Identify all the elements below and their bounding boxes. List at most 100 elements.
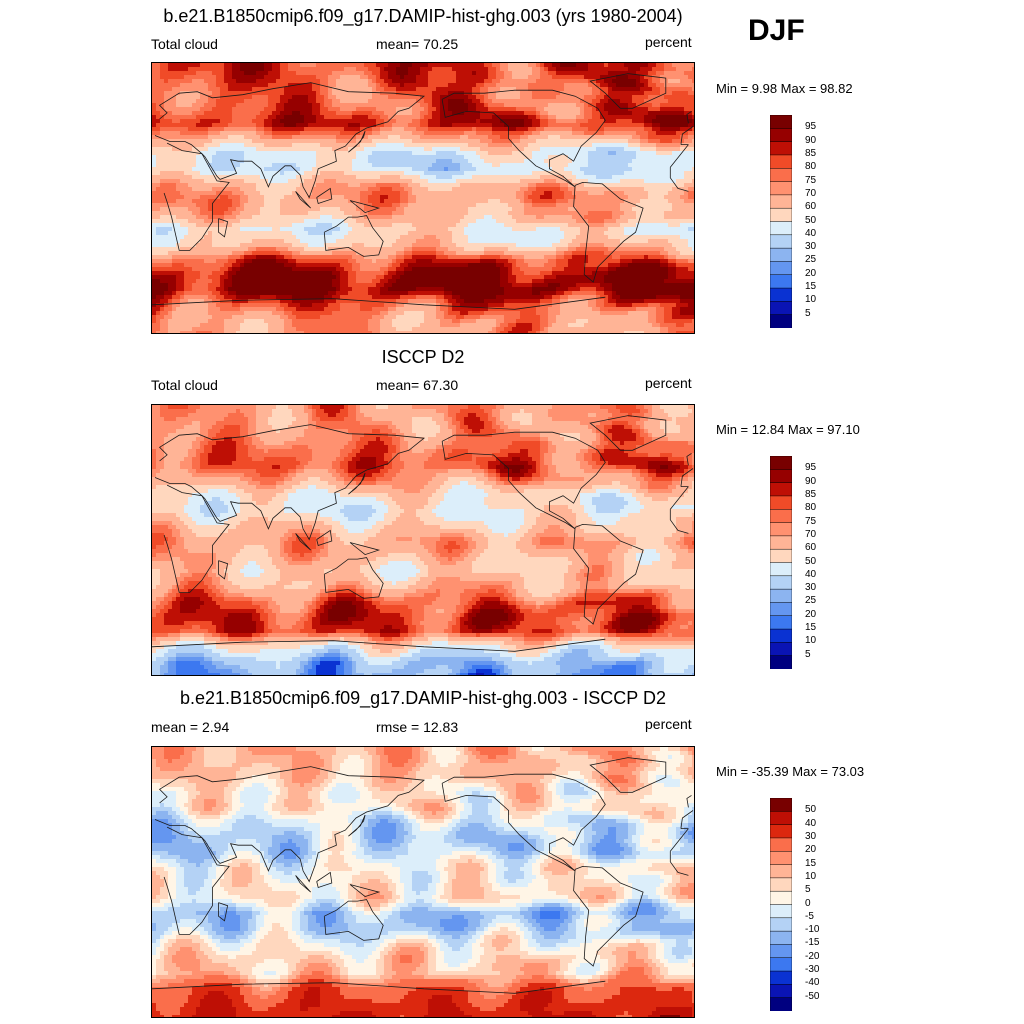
field-cell <box>388 163 393 168</box>
field-cell <box>492 187 497 192</box>
field-cell <box>316 163 321 168</box>
field-cell <box>260 79 265 84</box>
field-cell <box>508 67 513 72</box>
field-cell <box>368 207 373 212</box>
field-cell <box>504 119 509 124</box>
field-cell <box>172 175 177 180</box>
field-cell <box>576 115 581 120</box>
field-cell <box>652 75 657 80</box>
field-cell <box>224 123 229 128</box>
field-cell <box>544 79 549 84</box>
field-cell <box>488 159 493 164</box>
field-cell <box>428 159 433 164</box>
field-cell <box>476 159 481 164</box>
field-cell <box>324 207 329 212</box>
field-cell <box>548 107 553 112</box>
field-cell <box>612 175 617 180</box>
field-cell <box>652 139 657 144</box>
field-cell <box>376 71 381 76</box>
field-cell <box>172 187 177 192</box>
field-cell <box>192 119 197 124</box>
field-cell <box>320 103 325 108</box>
field-cell <box>168 207 173 212</box>
field-cell <box>168 155 173 160</box>
field-cell <box>512 75 517 80</box>
field-cell <box>216 123 221 128</box>
field-cell <box>472 67 477 72</box>
field-cell <box>516 111 521 116</box>
field-cell <box>200 111 205 116</box>
field-cell <box>180 163 185 168</box>
field-cell <box>648 91 653 96</box>
field-cell <box>536 107 541 112</box>
field-cell <box>640 159 645 164</box>
field-cell <box>288 123 293 128</box>
field-cell <box>644 191 649 196</box>
field-cell <box>592 135 597 140</box>
field-cell <box>288 79 293 84</box>
field-cell <box>600 163 605 168</box>
field-cell <box>572 119 577 124</box>
field-cell <box>408 83 413 88</box>
field-cell <box>196 179 201 184</box>
field-cell <box>668 131 673 136</box>
field-cell <box>232 175 237 180</box>
field-cell <box>280 87 285 92</box>
field-cell <box>420 87 425 92</box>
field-cell <box>520 171 525 176</box>
field-cell <box>484 79 489 84</box>
field-cell <box>284 179 289 184</box>
field-cell <box>244 71 249 76</box>
field-cell <box>208 203 213 208</box>
field-cell <box>252 183 257 188</box>
field-cell <box>220 199 225 204</box>
field-cell <box>304 179 309 184</box>
field-cell <box>292 75 297 80</box>
field-cell <box>448 159 453 164</box>
field-cell <box>272 195 277 200</box>
field-cell <box>668 143 673 148</box>
field-cell <box>576 75 581 80</box>
field-cell <box>372 99 377 104</box>
field-cell <box>188 155 193 160</box>
field-cell <box>176 151 181 156</box>
field-cell <box>536 203 541 208</box>
field-cell <box>296 191 301 196</box>
field-cell <box>672 167 677 172</box>
field-cell <box>672 67 677 72</box>
field-cell <box>476 175 481 180</box>
field-cell <box>252 203 257 208</box>
field-cell <box>188 115 193 120</box>
field-cell <box>676 127 681 132</box>
field-cell <box>620 179 625 184</box>
field-cell <box>528 207 533 212</box>
field-cell <box>152 135 157 140</box>
field-cell <box>300 187 305 192</box>
field-cell <box>348 143 353 148</box>
field-cell <box>612 87 617 92</box>
field-cell <box>368 123 373 128</box>
field-cell <box>464 199 469 204</box>
field-cell <box>372 167 377 172</box>
field-cell <box>384 67 389 72</box>
field-cell <box>456 83 461 88</box>
field-cell <box>624 187 629 192</box>
field-cell <box>416 107 421 112</box>
field-cell <box>392 103 397 108</box>
field-cell <box>600 127 605 132</box>
field-cell <box>412 155 417 160</box>
field-cell <box>380 75 385 80</box>
field-cell <box>500 207 505 212</box>
field-cell <box>300 87 305 92</box>
field-cell <box>676 191 681 196</box>
field-cell <box>556 167 561 172</box>
field-cell <box>228 127 233 132</box>
field-cell <box>392 139 397 144</box>
field-cell <box>348 71 353 76</box>
field-cell <box>464 179 469 184</box>
field-cell <box>200 207 205 212</box>
field-cell <box>224 83 229 88</box>
field-cell <box>188 87 193 92</box>
field-cell <box>536 111 541 116</box>
field-cell <box>276 175 281 180</box>
